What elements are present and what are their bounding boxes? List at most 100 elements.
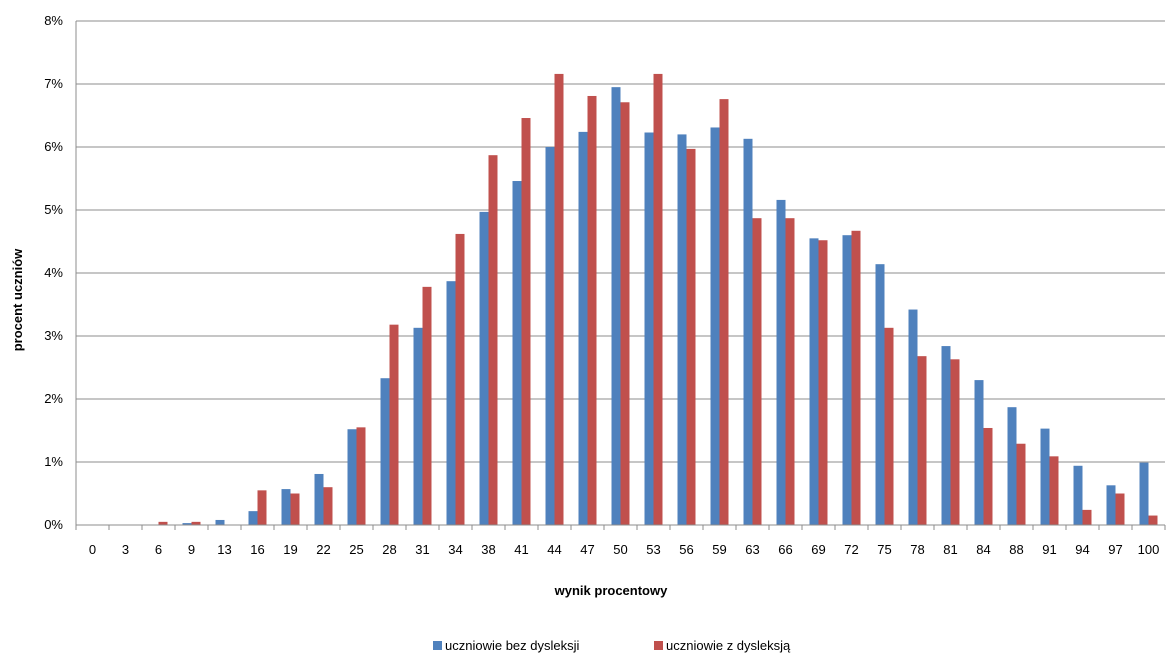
legend: uczniowie bez dysleksji uczniowie z dysl… xyxy=(433,638,791,653)
x-tick-label: 0 xyxy=(89,542,96,557)
bar-series-2 xyxy=(488,155,498,525)
bar-series-2 xyxy=(653,73,663,526)
y-tick-label: 7% xyxy=(44,76,63,91)
bar-series-1 xyxy=(644,132,654,525)
x-tick-label: 47 xyxy=(580,542,594,557)
bar-series-1 xyxy=(1007,407,1017,525)
bar-series-2 xyxy=(191,521,201,525)
bar-series-2 xyxy=(356,427,366,525)
bar-series-1 xyxy=(347,429,357,525)
bar-series-2 xyxy=(389,324,399,525)
legend-label-series-1: uczniowie bez dysleksji xyxy=(445,638,580,653)
x-tick-label: 6 xyxy=(155,542,162,557)
x-tick-label: 41 xyxy=(514,542,528,557)
legend-label-series-2: uczniowie z dysleksją xyxy=(666,638,791,653)
bar-series-1 xyxy=(875,264,885,525)
bar-series-1 xyxy=(248,511,258,525)
bar-series-2 xyxy=(554,73,564,526)
x-tick-label: 19 xyxy=(283,542,297,557)
bar-series-1 xyxy=(182,523,192,525)
bar-series-1 xyxy=(908,309,918,525)
x-tick-label: 69 xyxy=(811,542,825,557)
bar-series-1 xyxy=(710,127,720,525)
x-tick-label: 84 xyxy=(976,542,990,557)
x-tick-label: 25 xyxy=(349,542,363,557)
bar-series-1 xyxy=(776,199,786,526)
x-tick-labels: 0 3 6 9 13 16 19 22 25 28 31 34 38 41 44 47 50 53 56 59 63 66… xyxy=(89,542,1159,557)
x-tick-label: 3 xyxy=(122,542,129,557)
x-tick-label: 100 xyxy=(1138,542,1160,557)
x-tick-label: 13 xyxy=(217,542,231,557)
x-tick-label: 44 xyxy=(547,542,561,557)
x-tick-label: 88 xyxy=(1009,542,1023,557)
bar-series-2 xyxy=(620,102,630,526)
bar-series-2 xyxy=(290,493,300,525)
bar-series-2 xyxy=(1016,443,1026,525)
x-tick-label: 78 xyxy=(910,542,924,557)
y-tick-label: 6% xyxy=(44,139,63,154)
bar-series-1 xyxy=(1073,465,1083,525)
bar-series-2 xyxy=(257,490,267,525)
x-tick-label: 97 xyxy=(1108,542,1122,557)
bar-series-1 xyxy=(941,346,951,525)
bar-series-2 xyxy=(884,327,894,525)
bar-series-1 xyxy=(479,211,489,525)
x-axis-title: wynik procentowy xyxy=(554,583,668,598)
legend-swatch-series-2 xyxy=(654,641,663,650)
y-tick-label: 0% xyxy=(44,517,63,532)
bar-series-1 xyxy=(974,380,984,525)
bar-series-1 xyxy=(809,238,819,525)
bar-series-1 xyxy=(677,134,687,525)
bar-series-2 xyxy=(1148,515,1158,525)
y-tick-label: 4% xyxy=(44,265,63,280)
bar-series-2 xyxy=(851,230,861,526)
bar-series-2 xyxy=(455,233,465,525)
bar-series-2 xyxy=(1082,509,1092,525)
x-tick-label: 22 xyxy=(316,542,330,557)
axes xyxy=(75,21,1166,530)
bar-series-1 xyxy=(578,131,588,525)
x-tick-label: 50 xyxy=(613,542,627,557)
x-tick-label: 28 xyxy=(382,542,396,557)
bar-series-1 xyxy=(281,489,291,525)
x-tick-label: 81 xyxy=(943,542,957,557)
bar-series-2 xyxy=(917,356,927,525)
x-tick-label: 34 xyxy=(448,542,462,557)
bar-series-2 xyxy=(521,118,531,526)
bar-series-1 xyxy=(215,519,225,525)
bar-series-1 xyxy=(611,87,621,526)
bar-series-2 xyxy=(158,521,168,525)
x-tick-label: 72 xyxy=(844,542,858,557)
bar-series-2 xyxy=(323,487,333,525)
bar-series-2 xyxy=(719,99,729,526)
bar-series-1 xyxy=(380,378,390,525)
bar-series-2 xyxy=(1115,493,1125,525)
bar-series-1 xyxy=(545,147,555,525)
bar-series-2 xyxy=(818,240,828,526)
y-tick-label: 8% xyxy=(44,13,63,28)
bar-series-2 xyxy=(686,148,696,525)
x-tick-label: 9 xyxy=(188,542,195,557)
legend-swatch-series-1 xyxy=(433,641,442,650)
bar-series-1 xyxy=(1139,462,1149,525)
bar-series-1 xyxy=(446,281,456,525)
bars xyxy=(158,73,1158,526)
bar-series-2 xyxy=(422,286,432,525)
x-tick-label: 31 xyxy=(415,542,429,557)
x-tick-label: 91 xyxy=(1042,542,1056,557)
bar-series-1 xyxy=(314,473,324,525)
x-tick-label: 53 xyxy=(646,542,660,557)
bar-series-2 xyxy=(752,218,762,525)
bar-series-1 xyxy=(1106,485,1116,525)
x-tick-label: 16 xyxy=(250,542,264,557)
x-tick-label: 59 xyxy=(712,542,726,557)
bar-series-2 xyxy=(983,427,993,525)
x-tick-label: 94 xyxy=(1075,542,1089,557)
bar-series-2 xyxy=(587,95,597,525)
bar-series-1 xyxy=(1040,428,1050,525)
y-tick-label: 5% xyxy=(44,202,63,217)
bar-series-2 xyxy=(785,218,795,525)
x-tick-label: 38 xyxy=(481,542,495,557)
y-tick-label: 3% xyxy=(44,328,63,343)
